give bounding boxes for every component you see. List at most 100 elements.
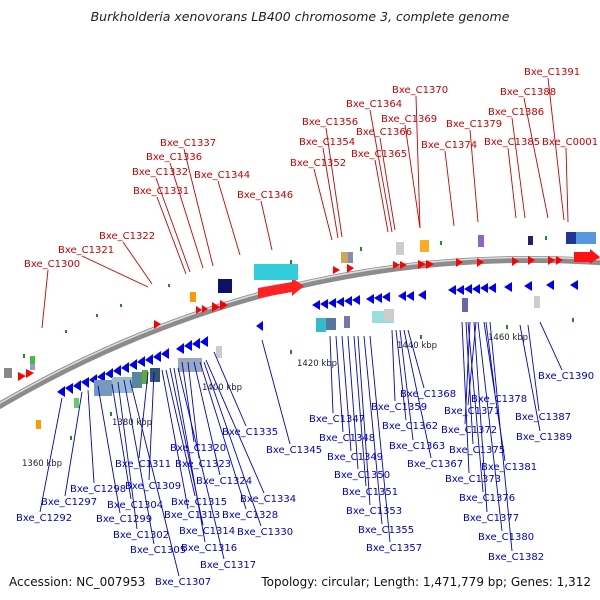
gene-label[interactable]: Bxe_C1365 (351, 149, 407, 160)
gene-label[interactable]: Bxe_C1379 (446, 119, 502, 130)
label-leader-line (181, 361, 195, 443)
gene-label[interactable]: Bxe_C1311 (115, 459, 171, 470)
gene-label[interactable]: Bxe_C1351 (342, 487, 398, 498)
gene-label[interactable]: Bxe_C1349 (327, 452, 383, 463)
label-leader-line (87, 389, 95, 484)
gene-label[interactable]: Bxe_C1302 (113, 530, 169, 541)
forward-gene (477, 258, 484, 267)
gene-label[interactable]: Bxe_C1324 (196, 476, 252, 487)
gene-label[interactable]: Bxe_C1367 (407, 459, 463, 470)
forward-gene (456, 258, 463, 267)
tick-mark (168, 284, 170, 287)
gene-label[interactable]: Bxe_C1331 (133, 186, 189, 197)
label-leader-line (527, 324, 540, 412)
gene-label[interactable]: Bxe_C1347 (309, 414, 365, 425)
gene-label[interactable]: Bxe_C1386 (488, 107, 544, 118)
gene-label[interactable]: Bxe_C1376 (459, 493, 515, 504)
gene-label[interactable]: Bxe_C1390 (538, 371, 594, 382)
gene-label[interactable]: Bxe_C1377 (463, 513, 519, 524)
gene-label[interactable]: Bxe_C1388 (500, 87, 556, 98)
gene-label[interactable]: Bxe_C1335 (222, 427, 278, 438)
gene-label[interactable]: Bxe_C1300 (24, 259, 80, 270)
feature-block (534, 296, 540, 308)
gene-label[interactable]: Bxe_C1304 (107, 500, 163, 511)
gene-label[interactable]: Bxe_C1322 (99, 231, 155, 242)
tick-mark (572, 318, 574, 322)
gene-label[interactable]: Bxe_C1391 (524, 67, 580, 78)
gene-label[interactable]: Bxe_C1380 (478, 532, 534, 543)
gene-label[interactable]: Bxe_C1381 (481, 462, 537, 473)
gene-label[interactable]: Bxe_C1389 (516, 432, 572, 443)
gene-label[interactable]: Bxe_C1330 (237, 527, 293, 538)
gene-label[interactable]: Bxe_C1366 (356, 127, 412, 138)
gene-label[interactable]: Bxe_C1363 (389, 441, 445, 452)
gene-label[interactable]: Bxe_C1378 (471, 394, 527, 405)
gene-label[interactable]: Bxe_C1387 (515, 412, 571, 423)
gene-label[interactable]: Bxe_C1298 (70, 484, 126, 495)
gene-label[interactable]: Bxe_C1364 (346, 99, 402, 110)
gene-label[interactable]: Bxe_C1368 (400, 389, 456, 400)
gene-label[interactable]: Bxe_C1316 (181, 543, 237, 554)
label-leader-line (39, 397, 63, 513)
label-leader-line (357, 335, 371, 506)
feature-block-navy (218, 279, 232, 293)
gene-label[interactable]: Bxe_C1321 (58, 245, 114, 256)
gene-label[interactable]: Bxe_C1356 (302, 117, 358, 128)
gene-label[interactable]: Bxe_C1354 (299, 137, 355, 148)
gene-label[interactable]: Bxe_C1309 (125, 481, 181, 492)
gene-label[interactable]: Bxe_C1357 (366, 543, 422, 554)
gene-label[interactable]: Bxe_C1337 (160, 138, 216, 149)
gene-label[interactable]: Bxe_C1345 (266, 445, 322, 456)
forward-gene (18, 372, 26, 381)
gene-label[interactable]: Bxe_C1334 (240, 494, 296, 505)
gene-label[interactable]: Bxe_C1374 (421, 140, 477, 151)
gene-label[interactable]: Bxe_C0001 (542, 137, 598, 148)
gene-label[interactable]: Bxe_C1323 (175, 459, 231, 470)
gene-label[interactable]: Bxe_C1297 (41, 497, 97, 508)
gene-label[interactable]: Bxe_C1371 (444, 406, 500, 417)
label-leader-line (329, 335, 334, 414)
gene-label[interactable]: Bxe_C1292 (16, 513, 72, 524)
gene-label[interactable]: Bxe_C1362 (382, 421, 438, 432)
gene-label[interactable]: Bxe_C1355 (358, 525, 414, 536)
gene-label[interactable]: Bxe_C1336 (146, 152, 202, 163)
gene-label[interactable]: Bxe_C1328 (222, 510, 278, 521)
feature-block (4, 368, 12, 378)
gene-label[interactable]: Bxe_C1370 (392, 85, 448, 96)
label-leader-line (203, 361, 262, 527)
gene-label[interactable]: Bxe_C1307 (155, 577, 211, 588)
gene-label[interactable]: Bxe_C1350 (334, 470, 390, 481)
feature-block (30, 356, 35, 364)
tick-mark (65, 330, 67, 333)
label-leader-line (565, 147, 569, 223)
label-leader-line (391, 329, 396, 402)
tick-mark (70, 436, 72, 440)
reverse-gene (456, 285, 464, 295)
gene-label[interactable]: Bxe_C1314 (179, 526, 235, 537)
gene-label[interactable]: Bxe_C1315 (171, 497, 227, 508)
gene-label[interactable]: Bxe_C1372 (441, 425, 497, 436)
feature-block (316, 318, 326, 332)
reverse-gene (320, 299, 328, 309)
gene-label[interactable]: Bxe_C1305 (130, 545, 186, 556)
gene-label[interactable]: Bxe_C1373 (445, 474, 501, 485)
gene-label[interactable]: Bxe_C1346 (237, 190, 293, 201)
gene-label[interactable]: Bxe_C1352 (290, 158, 346, 169)
tick-mark (110, 412, 112, 416)
reverse-gene (176, 343, 184, 354)
tick-mark (506, 325, 508, 329)
gene-label[interactable]: Bxe_C1313 (164, 510, 220, 521)
label-leader-line (148, 371, 155, 481)
gene-label[interactable]: Bxe_C1317 (200, 560, 256, 571)
gene-label[interactable]: Bxe_C1385 (484, 137, 540, 148)
gene-label[interactable]: Bxe_C1369 (381, 114, 437, 125)
gene-label[interactable]: Bxe_C1359 (371, 402, 427, 413)
gene-label[interactable]: Bxe_C1382 (488, 552, 544, 563)
reverse-gene (546, 280, 554, 290)
gene-label[interactable]: Bxe_C1375 (449, 445, 505, 456)
gene-label[interactable]: Bxe_C1353 (346, 506, 402, 517)
gene-label[interactable]: Bxe_C1299 (96, 514, 152, 525)
gene-label[interactable]: Bxe_C1332 (132, 167, 188, 178)
gene-label[interactable]: Bxe_C1344 (194, 170, 250, 181)
gene-label[interactable]: Bxe_C1348 (319, 433, 375, 444)
